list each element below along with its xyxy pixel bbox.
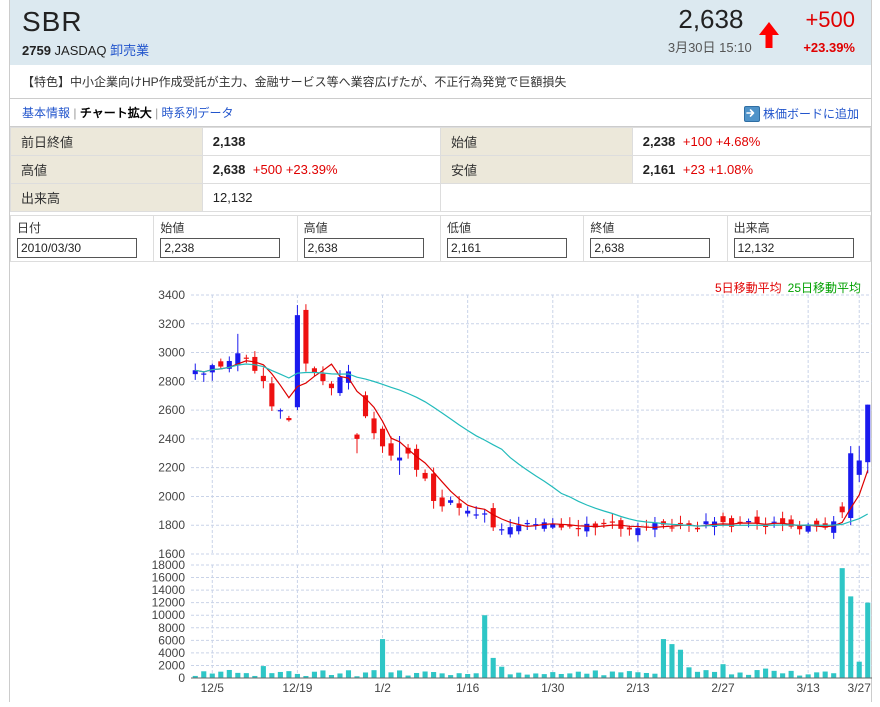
svg-text:3000: 3000 (158, 346, 185, 360)
svg-text:12000: 12000 (152, 596, 186, 610)
svg-text:2000: 2000 (158, 489, 185, 503)
svg-text:2/27: 2/27 (711, 681, 735, 695)
svg-text:3/27: 3/27 (848, 681, 872, 695)
svg-text:4000: 4000 (158, 646, 185, 660)
svg-text:14000: 14000 (152, 583, 186, 597)
svg-text:2200: 2200 (158, 461, 185, 475)
svg-text:10000: 10000 (152, 608, 186, 622)
svg-text:2000: 2000 (158, 658, 185, 672)
svg-text:2/13: 2/13 (626, 681, 650, 695)
svg-text:1/16: 1/16 (456, 681, 480, 695)
svg-text:3/13: 3/13 (796, 681, 820, 695)
svg-text:6000: 6000 (158, 633, 185, 647)
svg-text:18000: 18000 (152, 558, 186, 572)
svg-text:1/30: 1/30 (541, 681, 565, 695)
svg-text:3200: 3200 (158, 317, 185, 331)
svg-text:12/19: 12/19 (282, 681, 312, 695)
svg-text:2400: 2400 (158, 432, 185, 446)
svg-text:2800: 2800 (158, 374, 185, 388)
svg-text:3400: 3400 (158, 288, 185, 302)
svg-text:12/5: 12/5 (201, 681, 225, 695)
svg-text:16000: 16000 (152, 571, 186, 585)
svg-text:0: 0 (178, 671, 185, 685)
svg-text:2600: 2600 (158, 403, 185, 417)
svg-text:1/2: 1/2 (374, 681, 391, 695)
svg-text:1800: 1800 (158, 518, 185, 532)
svg-text:8000: 8000 (158, 621, 185, 635)
